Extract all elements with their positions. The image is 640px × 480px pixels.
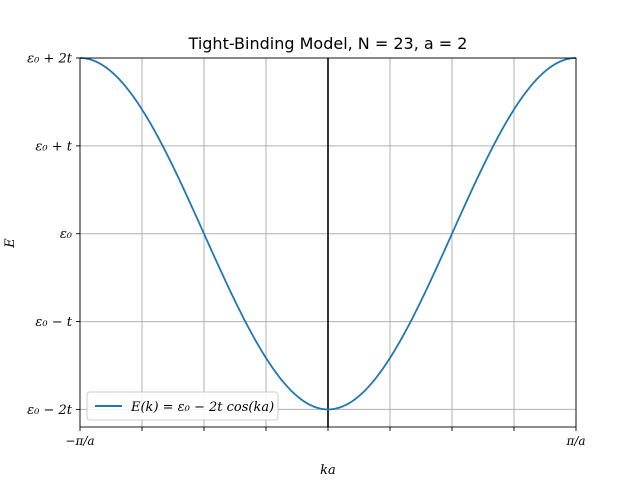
- x-tick-label: −π/a: [65, 434, 94, 448]
- y-axis-ticks: ε₀ + 2t ε₀ + t ε₀ ε₀ − t ε₀ − 2t: [27, 52, 80, 418]
- y-tick-label: ε₀ + 2t: [27, 52, 73, 67]
- legend-label: E(k) = ε₀ − 2t cos(ka): [130, 400, 274, 415]
- y-tick-label: ε₀: [60, 227, 73, 242]
- x-tick-label: π/a: [565, 434, 585, 448]
- series-line: [79, 57, 577, 411]
- series-layer: [79, 57, 577, 411]
- y-tick-label: ε₀ − t: [35, 315, 72, 330]
- y-axis-label: E: [3, 238, 18, 249]
- y-tick-label: ε₀ − 2t: [27, 403, 73, 418]
- x-axis-ticks: −π/a π/a: [65, 427, 586, 448]
- legend-box: [86, 391, 279, 421]
- chart-title: Tight-Binding Model, N = 23, a = 2: [188, 34, 468, 53]
- x-axis-label: ka: [320, 463, 336, 478]
- legend: E(k) = ε₀ − 2t cos(ka): [86, 391, 279, 421]
- y-tick-label: ε₀ + t: [35, 139, 72, 154]
